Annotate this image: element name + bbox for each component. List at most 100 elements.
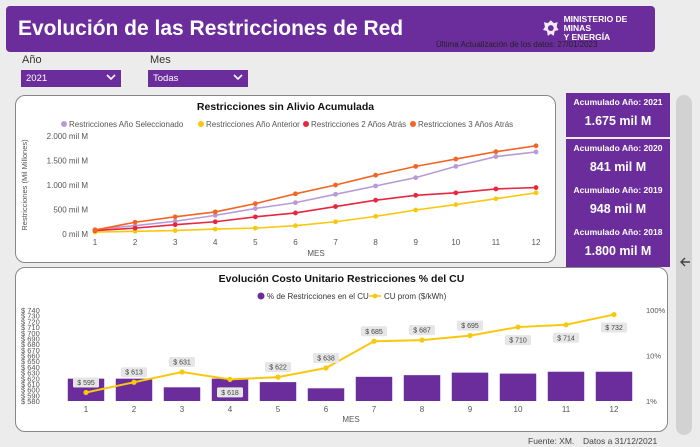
data-point	[373, 213, 379, 219]
left-y-tick-label: $ 620	[21, 374, 40, 383]
data-label: $ 685	[365, 329, 383, 336]
data-label: $ 595	[77, 380, 95, 387]
right-y-tick-label: 1%	[646, 397, 657, 406]
data-point	[172, 218, 178, 224]
kpi-label: Acumulado Año: 2020	[573, 143, 663, 153]
left-y-tick-label: $ 610	[21, 380, 40, 389]
data-point	[172, 228, 178, 233]
data-point	[132, 219, 138, 225]
data-point	[293, 210, 298, 216]
kpi-value: 948 mil M	[589, 202, 647, 216]
legend-marker	[198, 121, 204, 127]
left-y-tick-label: $ 590	[21, 391, 40, 400]
kpi-card-2021: Acumulado Año: 2021 1.675 mil M	[566, 93, 670, 137]
bar	[499, 373, 537, 401]
data-point	[92, 227, 98, 233]
series-line	[94, 191, 537, 233]
cumulative-chart-title: Restricciones sin Alivio Acumulada	[196, 101, 375, 113]
data-point	[212, 219, 218, 225]
bar	[403, 375, 441, 401]
data-point	[293, 191, 298, 197]
data-label-box	[601, 322, 627, 333]
x-tick-label: 7	[372, 405, 377, 414]
ministry-logo: MINISTERIO DE MINAS Y ENERGÍA	[542, 15, 655, 42]
y-tick-label: 500 mil M	[53, 206, 88, 215]
unit-cost-combo-chart: % de Restricciones en el CU CU prom ($/kW…	[21, 292, 666, 424]
data-point	[493, 196, 499, 202]
data-label: $ 695	[461, 323, 479, 330]
x-axis-label: MES	[342, 415, 359, 424]
year-dropdown-value: 2021	[26, 73, 48, 84]
data-point	[293, 200, 298, 206]
logo-line2: Y ENERGÍA	[563, 32, 611, 42]
data-point	[131, 379, 137, 385]
legend-label: CU prom ($/kWh)	[384, 292, 447, 301]
x-tick-label: 12	[532, 238, 541, 247]
data-point	[453, 156, 459, 162]
data-point	[413, 163, 419, 169]
x-tick-label: 7	[333, 238, 338, 247]
data-point	[413, 207, 419, 213]
left-y-tick-label: $ 630	[21, 369, 40, 378]
data-point	[373, 183, 379, 189]
data-point	[533, 149, 539, 155]
data-label-box	[73, 377, 99, 388]
data-point	[493, 149, 499, 155]
year-dropdown[interactable]: 2021	[21, 70, 121, 87]
data-label: $ 638	[317, 356, 335, 363]
left-y-tick-label: $ 680	[21, 340, 40, 349]
kpi-value: 841 mil M	[589, 160, 647, 174]
month-dropdown-value: Todas	[153, 73, 179, 84]
series-line	[94, 151, 537, 231]
x-tick-label: 9	[468, 405, 473, 414]
left-y-tick-label: $ 660	[21, 352, 40, 361]
data-label-box	[457, 320, 483, 331]
kpi-card-2020: Acumulado Año: 2020 841 mil M	[566, 139, 670, 183]
data-label: $ 622	[269, 365, 287, 372]
x-tick-label: 5	[276, 405, 281, 414]
x-tick-label: 5	[253, 238, 258, 247]
left-y-tick-label: $ 640	[21, 363, 40, 372]
legend-marker	[303, 121, 309, 127]
data-label: $ 710	[509, 338, 527, 345]
data-label-box	[121, 367, 147, 378]
page-title: Evolución de las Restricciones de Red	[18, 17, 404, 40]
data-point	[172, 222, 178, 228]
x-tick-label: 4	[213, 238, 218, 247]
legend-marker	[257, 292, 265, 300]
data-point	[172, 214, 178, 220]
kpi-value: 1.675 mil M	[584, 114, 652, 128]
kpi-label: Acumulado Año: 2019	[573, 185, 663, 195]
footer-source: Fuente: XM.	[528, 436, 575, 446]
data-point	[293, 223, 298, 229]
data-point	[212, 212, 218, 218]
x-tick-label: 6	[293, 238, 298, 247]
left-y-tick-label: $ 740	[21, 306, 40, 315]
data-point	[212, 209, 218, 215]
left-y-tick-label: $ 730	[21, 312, 40, 321]
footer-date: Datos a 31/12/2021	[583, 436, 658, 446]
last-update-text: Última Actualización de los datos: 27/01…	[436, 40, 598, 49]
left-y-tick-label: $ 670	[21, 346, 40, 355]
unit-cost-chart-title: Evolución Costo Unitario Restricciones %…	[218, 273, 465, 285]
x-tick-label: 12	[610, 405, 619, 414]
left-y-tick-label: $ 600	[21, 386, 40, 395]
x-tick-label: 3	[173, 238, 178, 247]
bar	[163, 387, 201, 401]
data-point	[227, 376, 233, 382]
y-tick-label: 0 mil M	[62, 230, 88, 239]
y-tick-label: 2.000 mil M	[47, 132, 89, 141]
data-label: $ 631	[173, 359, 191, 366]
arrow-left-icon[interactable]	[679, 256, 691, 268]
x-tick-label: 11	[562, 405, 571, 414]
kpi-label: Acumulado Año: 2018	[573, 227, 663, 237]
x-tick-label: 11	[492, 238, 501, 247]
data-point	[413, 192, 419, 198]
ministry-logo-icon	[542, 19, 559, 36]
month-dropdown[interactable]: Todas	[148, 70, 248, 87]
data-point	[333, 204, 338, 209]
month-filter-label: Mes	[150, 54, 171, 66]
kpi-label: Acumulado Año: 2021	[573, 97, 663, 107]
x-tick-label: 2	[133, 238, 138, 247]
data-label-box	[361, 326, 387, 337]
